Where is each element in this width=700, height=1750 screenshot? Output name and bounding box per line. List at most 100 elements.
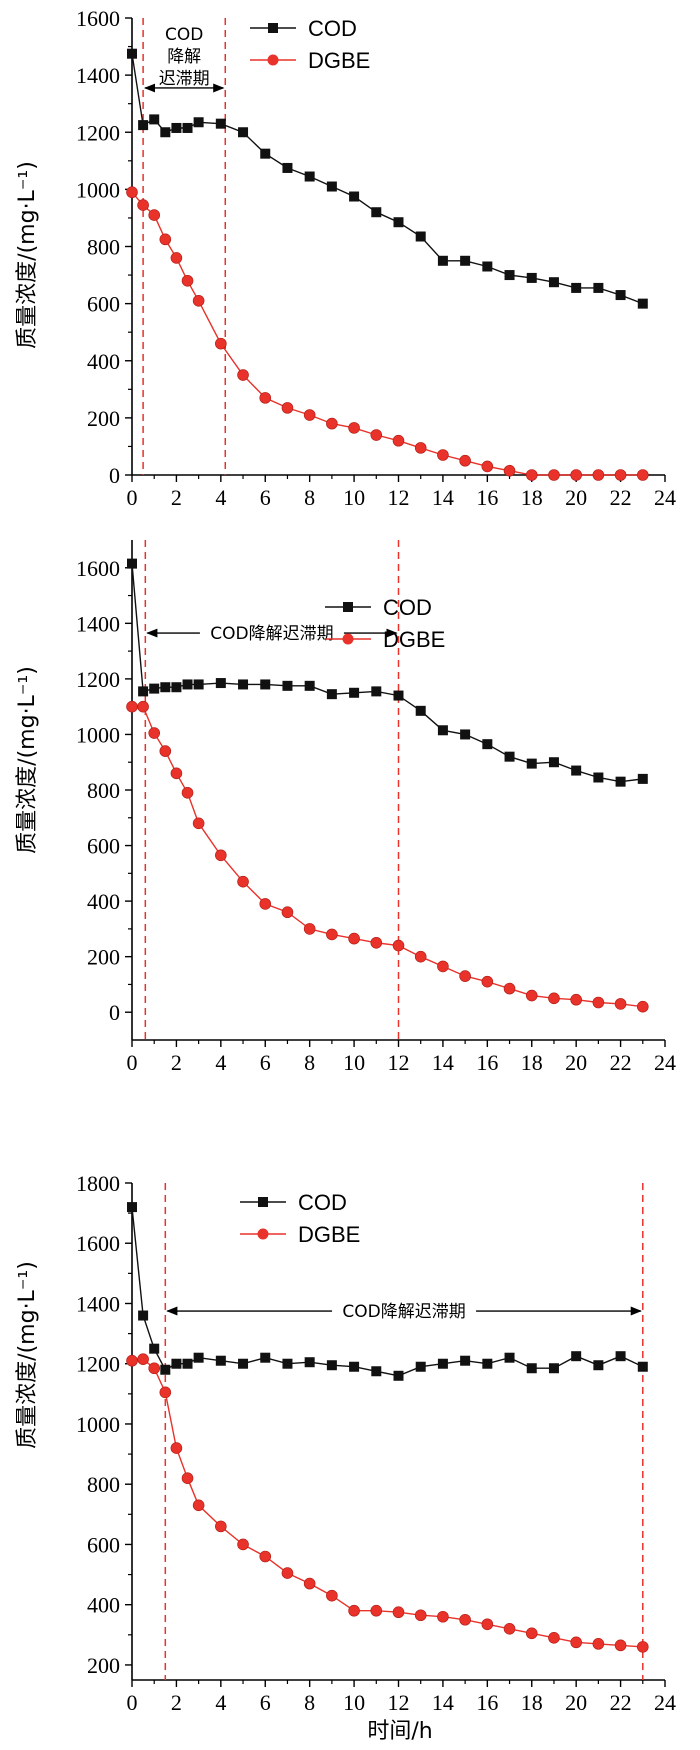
y-tick-label-panel-3: 1400 — [76, 1291, 120, 1316]
x-tick-label-panel-1: 16 — [476, 485, 498, 510]
data-point-dgbe — [503, 464, 516, 477]
data-point-cod — [349, 1361, 360, 1372]
data-point-cod — [138, 686, 149, 697]
data-point-cod — [260, 679, 271, 690]
data-point-cod — [393, 1370, 404, 1381]
data-point-cod — [238, 679, 249, 690]
y-tick-label-panel-3: 800 — [87, 1472, 120, 1497]
data-point-cod — [526, 1363, 537, 1374]
data-point-dgbe — [259, 1550, 272, 1563]
x-tick-label-panel-3: 16 — [476, 1690, 498, 1715]
x-tick-label-panel-3: 24 — [654, 1690, 676, 1715]
data-point-cod — [182, 122, 193, 133]
data-point-cod — [127, 48, 137, 59]
x-tick-label-panel-1: 22 — [610, 485, 632, 510]
data-point-cod — [260, 1352, 271, 1363]
data-point-dgbe — [525, 469, 538, 481]
data-point-cod — [326, 1360, 337, 1371]
data-point-dgbe — [636, 1641, 649, 1653]
data-point-dgbe — [592, 996, 605, 1009]
data-point-cod — [526, 758, 537, 769]
panel-3: 0 2 4 6 8 10 12 14 16 18 20 22 242004006008001000120… — [15, 1171, 676, 1744]
data-point-cod — [282, 680, 293, 691]
data-point-cod — [593, 282, 604, 293]
y-tick-label-panel-2: 200 — [87, 945, 120, 970]
y-tick-label-panel-1: 1200 — [76, 120, 120, 145]
data-point-cod — [637, 298, 648, 309]
y-axis-label-panel-3: 质量浓度/(mg·L⁻¹) — [15, 1261, 40, 1449]
data-point-cod — [171, 1358, 182, 1369]
data-point-dgbe — [137, 1353, 149, 1366]
plot-area-panel-2: 0 2 4 6 8 10 12 14 16 18 20 22 240200400600800100012… — [76, 540, 676, 1075]
series-line-dgbe-panel-1 — [131, 191, 643, 476]
panel-2: 0 2 4 6 8 10 12 14 16 18 20 22 240200400600800100012… — [15, 540, 676, 1075]
data-point-cod — [571, 1351, 582, 1362]
data-point-dgbe — [137, 199, 149, 211]
data-point-dgbe — [137, 700, 149, 713]
x-tick-label-panel-2: 18 — [521, 1050, 543, 1075]
y-tick-label-panel-3: 400 — [87, 1593, 120, 1618]
data-point-cod — [160, 127, 171, 138]
y-tick-label-panel-2: 600 — [87, 834, 120, 859]
data-point-dgbe — [636, 1000, 649, 1013]
data-point-dgbe — [281, 402, 294, 414]
x-tick-label-panel-3: 10 — [343, 1690, 365, 1715]
lag-period-label-panel-2: COD降解迟滞期 — [210, 624, 333, 644]
data-point-cod — [215, 1355, 226, 1366]
series-line-dgbe-panel-3 — [131, 1358, 643, 1648]
data-point-dgbe — [437, 449, 449, 461]
panel-1: 0 2 4 6 8 10 12 14 16 18 20 22 240200400600800100012… — [15, 6, 676, 510]
data-point-dgbe — [126, 1354, 138, 1367]
data-point-dgbe — [481, 975, 494, 988]
data-point-cod — [238, 127, 249, 138]
data-point-dgbe — [181, 1472, 194, 1484]
series-line-cod-panel-3 — [131, 1207, 644, 1377]
data-point-dgbe — [414, 442, 427, 454]
y-tick-label-panel-2: 1400 — [76, 611, 120, 636]
data-point-dgbe — [259, 898, 272, 910]
data-point-cod — [615, 776, 626, 787]
y-tick-label-panel-2: 800 — [87, 778, 120, 803]
y-tick-label-panel-2: 1000 — [76, 722, 120, 747]
lag-period-label-panel-1: 降解 — [167, 47, 201, 67]
data-point-cod — [637, 773, 648, 784]
data-point-cod — [260, 148, 271, 159]
x-tick-label-panel-1: 12 — [388, 485, 410, 510]
data-point-cod — [371, 1366, 382, 1377]
y-tick-label-panel-1: 400 — [87, 349, 120, 374]
data-point-dgbe — [503, 1622, 516, 1635]
data-point-cod — [238, 1358, 249, 1369]
data-point-cod — [193, 117, 204, 128]
data-point-cod — [460, 1355, 471, 1366]
x-tick-label-panel-2: 20 — [565, 1050, 587, 1075]
data-point-dgbe — [192, 817, 205, 830]
data-point-dgbe — [259, 392, 272, 404]
data-point-dgbe — [392, 434, 405, 447]
x-tick-label-panel-2: 14 — [432, 1050, 454, 1075]
data-point-dgbe — [303, 923, 316, 935]
data-point-cod — [415, 1361, 426, 1372]
data-point-dgbe — [592, 469, 605, 481]
x-axis-label: 时间/h — [367, 1719, 432, 1744]
legend-label-cod-panel-1: COD — [308, 16, 357, 41]
data-point-dgbe — [525, 989, 538, 1002]
lag-period-label-panel-1: COD — [165, 25, 203, 45]
y-tick-label-panel-3: 1000 — [76, 1412, 120, 1437]
data-point-cod — [149, 683, 160, 694]
data-point-cod — [482, 1358, 493, 1369]
data-point-dgbe — [437, 1610, 449, 1623]
x-tick-label-panel-1: 4 — [215, 485, 226, 510]
data-point-cod — [127, 558, 137, 569]
data-point-cod — [437, 255, 448, 266]
data-point-dgbe — [215, 337, 227, 350]
data-point-dgbe — [570, 993, 582, 1006]
data-point-dgbe — [303, 1577, 316, 1590]
data-point-dgbe — [414, 1609, 427, 1622]
data-point-cod — [393, 690, 404, 701]
data-point-cod — [571, 765, 582, 776]
x-tick-label-panel-2: 24 — [654, 1050, 676, 1075]
data-point-dgbe — [126, 186, 138, 199]
data-point-cod — [615, 290, 626, 301]
legend-marker-dgbe-panel-3 — [257, 1228, 269, 1240]
